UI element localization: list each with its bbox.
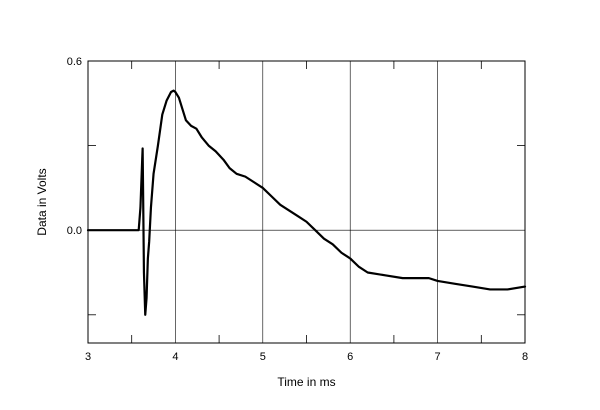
x-tick-label-2: 5 (260, 351, 266, 363)
x-tick-label-4: 7 (435, 351, 441, 363)
x-tick-label-5: 8 (522, 351, 528, 363)
y-tick-label-0: 0.6 (67, 56, 82, 68)
axis-ticks (88, 61, 525, 343)
grid (88, 61, 525, 343)
series-line-0 (86, 89, 527, 316)
x-tick-label-3: 6 (347, 351, 353, 363)
x-tick-labels: 3 4 5 6 7 8 (85, 351, 528, 363)
x-tick-label-1: 4 (172, 351, 178, 363)
y-axis-title: Data in Volts (35, 168, 49, 235)
series-layer (86, 89, 527, 316)
y-tick-labels: 0.6 0.0 (67, 56, 82, 237)
x-axis-title: Time in ms (277, 375, 335, 389)
y-tick-label-1: 0.0 (67, 225, 82, 237)
x-tick-label-0: 3 (85, 351, 91, 363)
plot-frame (87, 60, 526, 344)
